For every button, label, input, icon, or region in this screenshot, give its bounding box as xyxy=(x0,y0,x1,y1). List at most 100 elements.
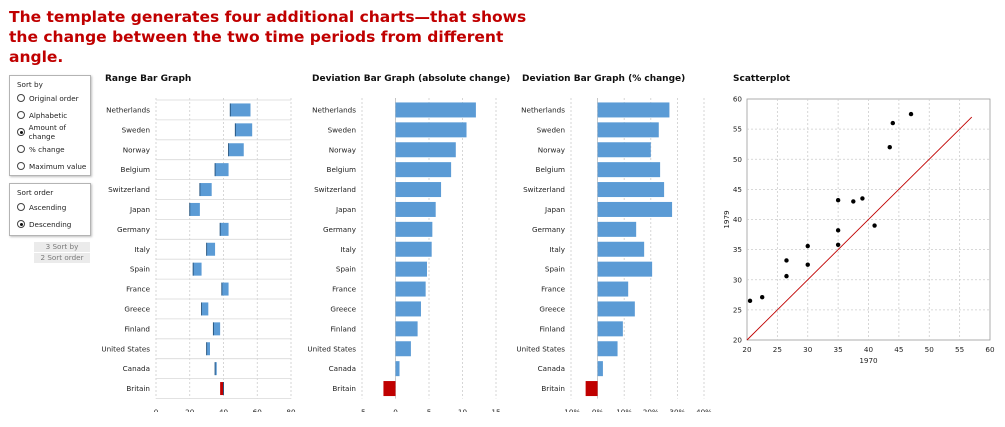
scatter-point xyxy=(805,262,810,267)
scatter-point xyxy=(890,120,895,126)
sort-option-amount-of-change[interactable]: Amount of change xyxy=(17,123,90,141)
category-label: Japan xyxy=(335,205,356,214)
sort-order-label: Ascending xyxy=(29,202,67,212)
x-tick-label: 5 xyxy=(427,408,432,413)
x-tick-label: 60 xyxy=(253,408,263,413)
bar xyxy=(395,102,476,118)
bar xyxy=(597,182,665,198)
scatter-point xyxy=(908,111,914,117)
x-tick-label: 10% xyxy=(616,408,632,413)
bar xyxy=(395,182,442,198)
bar xyxy=(395,361,400,377)
category-label: Italy xyxy=(340,245,356,254)
scatter-point xyxy=(747,298,753,304)
category-label: Finland xyxy=(124,324,150,333)
radio-maximum-value[interactable] xyxy=(17,162,25,170)
x-axis-label: 1970 xyxy=(859,356,878,365)
sort-option-label: % change xyxy=(29,144,65,154)
bar xyxy=(585,381,598,397)
headline: The template generates four additional c… xyxy=(9,8,527,66)
bar xyxy=(597,361,603,377)
bar xyxy=(597,341,618,357)
category-label: Japan xyxy=(129,205,150,214)
scatter-point xyxy=(759,295,765,300)
y-tick-label: 45 xyxy=(733,185,742,194)
category-label: United States xyxy=(307,344,356,353)
bar xyxy=(597,301,635,317)
y-tick-label: 20 xyxy=(733,336,743,345)
bar xyxy=(220,382,224,396)
category-label: Canada xyxy=(329,364,356,373)
bar xyxy=(597,142,651,158)
range-bar-chart-title: Range Bar Graph xyxy=(105,74,192,84)
category-label: France xyxy=(126,285,150,294)
bar xyxy=(597,241,645,257)
bar xyxy=(215,163,229,177)
x-tick-label: 25 xyxy=(773,345,782,354)
category-label: Spain xyxy=(130,265,150,274)
sort-by-panel: Sort by Original order Alphabetic Amount… xyxy=(9,75,91,176)
percent-change-chart-title: Deviation Bar Graph (% change) xyxy=(522,74,686,84)
sort-order-descending[interactable]: Descending xyxy=(17,218,71,230)
category-label: Japan xyxy=(544,205,565,214)
y-tick-label: 35 xyxy=(733,245,742,254)
sort-option-original-order[interactable]: Original order xyxy=(17,92,79,104)
bar xyxy=(220,222,229,236)
x-tick-label: 20 xyxy=(742,345,752,354)
bar xyxy=(383,381,396,397)
category-label: United States xyxy=(516,344,565,353)
radio-ascending[interactable] xyxy=(17,203,25,211)
ghost-sort-by-label: 3 Sort by xyxy=(34,242,90,252)
bar xyxy=(230,103,251,117)
bar xyxy=(395,142,456,158)
category-label: Finland xyxy=(330,324,356,333)
bar xyxy=(193,262,202,276)
sort-option-alphabetic[interactable]: Alphabetic xyxy=(17,109,67,121)
x-tick-label: 35 xyxy=(834,345,843,354)
sort-option-label: Original order xyxy=(29,93,79,103)
x-tick-label: 15 xyxy=(491,408,500,413)
sort-order-label: Descending xyxy=(29,219,72,229)
category-label: Spain xyxy=(545,265,565,274)
sort-option-label: Maximum value xyxy=(29,161,87,171)
radio-percent-change[interactable] xyxy=(17,145,25,153)
bar xyxy=(395,201,436,217)
category-label: Canada xyxy=(123,364,150,373)
category-label: Finland xyxy=(539,324,565,333)
x-tick-label: 55 xyxy=(955,345,964,354)
bar xyxy=(395,162,452,178)
sort-option-percent-change[interactable]: % change xyxy=(17,143,65,155)
category-label: Switzerland xyxy=(314,185,356,194)
scatter-point xyxy=(887,145,892,150)
x-tick-label: 50 xyxy=(925,345,935,354)
bar xyxy=(215,362,217,376)
bar xyxy=(206,342,210,356)
radio-alphabetic[interactable] xyxy=(17,111,25,119)
scatter-point xyxy=(835,242,841,248)
bar xyxy=(597,162,661,178)
category-label: Switzerland xyxy=(108,185,150,194)
category-label: Germany xyxy=(117,225,151,234)
scatter-point xyxy=(784,258,789,263)
percent-change-chart: Netherlands Sweden Norway Belgium Switzerlan… xyxy=(516,98,712,413)
radio-amount-of-change[interactable] xyxy=(17,128,25,136)
x-tick-label: 30 xyxy=(803,345,813,354)
absolute-change-chart-title: Deviation Bar Graph (absolute change) xyxy=(312,74,511,84)
bar xyxy=(189,202,200,216)
radio-original-order[interactable] xyxy=(17,94,25,102)
x-tick-label: 45 xyxy=(894,345,903,354)
bar xyxy=(597,201,673,217)
bar xyxy=(597,122,659,138)
bar xyxy=(395,301,421,317)
bar xyxy=(395,341,411,357)
bar xyxy=(395,321,418,337)
bar xyxy=(597,261,653,277)
sort-option-maximum-value[interactable]: Maximum value xyxy=(17,160,86,172)
absolute-change-chart: Netherlands Sweden Norway Belgium Switzerlan… xyxy=(307,98,501,413)
y-tick-label: 30 xyxy=(733,275,743,284)
sort-order-ascending[interactable]: Ascending xyxy=(17,201,66,213)
category-label: Norway xyxy=(123,145,151,154)
bar xyxy=(228,143,244,157)
radio-descending[interactable] xyxy=(17,220,25,228)
x-tick-label: 0 xyxy=(154,408,159,413)
